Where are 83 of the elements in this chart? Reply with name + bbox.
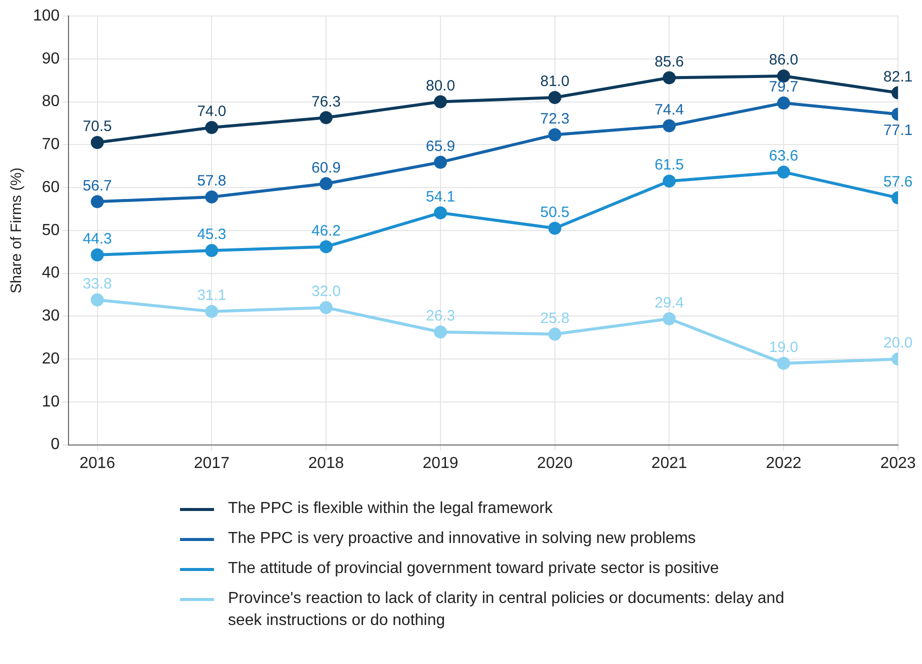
x-tick-label: 2017 — [194, 454, 230, 472]
point — [662, 119, 676, 132]
point — [434, 326, 447, 339]
x-tick-label: 2016 — [79, 454, 116, 472]
point — [548, 328, 562, 341]
point — [320, 177, 333, 190]
point — [548, 222, 562, 235]
point — [90, 293, 104, 306]
point — [662, 71, 676, 84]
data-label: 70.5 — [82, 118, 112, 136]
point — [205, 190, 218, 204]
point — [548, 90, 562, 104]
y-tick-label: 40 — [42, 264, 60, 282]
data-label: 74.4 — [654, 101, 684, 118]
y-tick-label: 10 — [42, 393, 60, 410]
data-label: 54.1 — [426, 188, 456, 206]
point — [777, 96, 790, 110]
point — [90, 136, 104, 149]
point — [434, 156, 447, 169]
data-label: 81.0 — [540, 73, 570, 90]
data-label: 20.0 — [883, 334, 913, 352]
point — [205, 120, 218, 134]
data-label: 85.6 — [654, 53, 684, 70]
point — [90, 195, 104, 208]
y-tick-label: 80 — [42, 93, 60, 110]
y-tick-label: 20 — [42, 350, 60, 368]
point — [320, 240, 333, 254]
data-label: 63.6 — [769, 148, 798, 165]
data-label: 44.3 — [82, 230, 112, 248]
data-label: 33.8 — [82, 276, 112, 293]
data-label: 77.1 — [883, 122, 913, 139]
point — [90, 248, 104, 262]
data-label: 50.5 — [540, 204, 570, 221]
data-label: 46.2 — [311, 222, 341, 240]
x-tick-label: 2021 — [651, 454, 688, 472]
y-axis-title: Share of Firms (%) — [8, 167, 26, 294]
point — [434, 206, 447, 220]
data-label: 60.9 — [311, 159, 341, 176]
point — [662, 174, 676, 188]
y-tick-label: 100 — [32, 7, 60, 24]
data-label: 19.0 — [769, 338, 798, 356]
y-tick-label: 70 — [42, 136, 60, 154]
x-tick-label: 2020 — [537, 454, 573, 472]
y-tick-label: 30 — [42, 308, 60, 325]
data-label: 26.3 — [426, 308, 456, 325]
data-label: 61.5 — [654, 156, 684, 174]
y-tick-label: 50 — [42, 222, 60, 239]
data-label: 57.8 — [197, 172, 226, 190]
data-label: 65.9 — [426, 138, 456, 155]
data-label: 32.0 — [311, 283, 341, 300]
point — [320, 111, 333, 124]
data-label: 31.1 — [197, 287, 226, 304]
data-label: 74.0 — [197, 103, 226, 120]
legend-label: The PPC is flexible within the legal framework — [228, 499, 553, 519]
legend-label: The attitude of provincial government toward private sector is positive — [228, 559, 719, 579]
point — [548, 128, 562, 142]
y-tick-label: 90 — [42, 50, 60, 68]
point — [205, 304, 218, 318]
legend-label: Province's reaction to lack of clarity in central policies or documents: delay and seek instructions or do nothing — [228, 589, 786, 631]
data-label: 82.1 — [883, 68, 913, 86]
point — [662, 312, 676, 326]
x-tick-label: 2019 — [422, 454, 458, 472]
point — [777, 166, 790, 179]
x-tick-label: 2018 — [308, 454, 344, 472]
data-label: 72.3 — [540, 110, 570, 128]
data-label: 86.0 — [769, 52, 798, 69]
point — [205, 244, 218, 258]
y-tick-label: 0 — [50, 436, 60, 454]
data-label: 45.3 — [197, 226, 226, 244]
point — [434, 95, 447, 108]
point — [777, 356, 790, 370]
x-tick-label: 2023 — [880, 454, 916, 472]
legend-label: The PPC is very proactive and innovative in solving new problems — [228, 529, 696, 549]
data-label: 29.4 — [654, 294, 684, 312]
data-label: 56.7 — [82, 177, 112, 194]
data-label: 79.7 — [769, 78, 798, 96]
point — [320, 301, 333, 314]
data-label: 57.6 — [883, 173, 913, 190]
data-label: 25.8 — [540, 310, 570, 327]
data-label: 80.0 — [426, 77, 456, 94]
x-tick-label: 2022 — [766, 454, 802, 472]
y-tick-label: 60 — [42, 178, 60, 196]
data-label: 76.3 — [311, 93, 341, 110]
